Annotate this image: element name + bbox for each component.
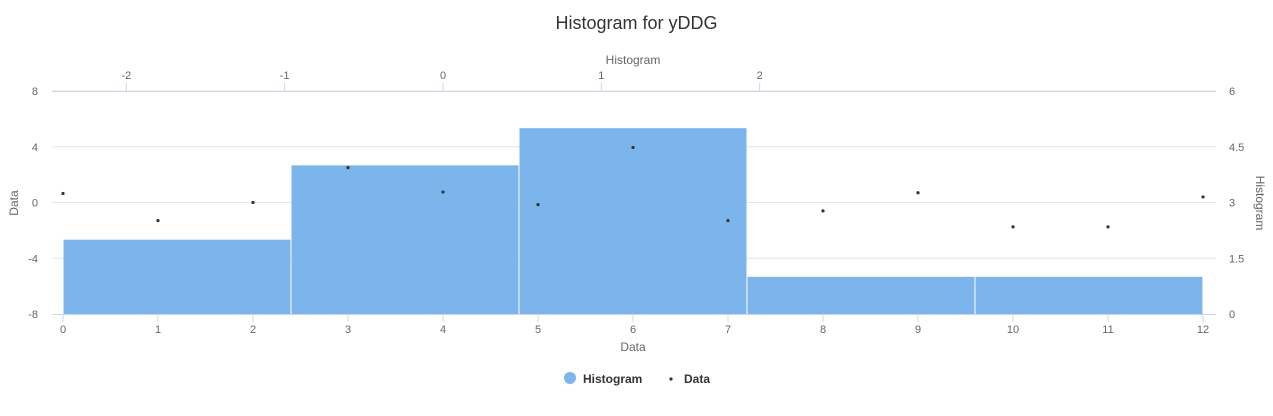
y-right-tick-label: 3 <box>1229 198 1235 210</box>
y-axis-right-title: Histogram <box>1253 176 1267 231</box>
x-top-tick-label: 2 <box>757 70 763 82</box>
y-right-tick-label: 4.5 <box>1229 142 1244 154</box>
histogram-bar[interactable] <box>63 239 291 314</box>
x-bottom-tick-label: 1 <box>155 324 161 336</box>
x-top-tick-label: 1 <box>598 70 604 82</box>
x-bottom-tick-label: 6 <box>630 324 636 336</box>
x-top-tick-label: 0 <box>440 70 446 82</box>
data-point[interactable] <box>441 190 445 194</box>
x-top-tick-label: -1 <box>280 70 290 82</box>
y-right-tick-label: 6 <box>1229 86 1235 98</box>
x-top-tick-label: -2 <box>121 70 131 82</box>
x-bottom-tick-label: 4 <box>440 324 446 336</box>
data-point[interactable] <box>346 166 350 170</box>
y-left-tick-label: -4 <box>28 253 38 265</box>
data-point[interactable] <box>1201 195 1205 199</box>
data-point[interactable] <box>1011 225 1015 229</box>
data-point[interactable] <box>61 191 65 196</box>
histogram-bar[interactable] <box>291 165 519 314</box>
x-axis-top-title: Histogram <box>606 53 661 67</box>
x-bottom-tick-label: 8 <box>820 324 826 336</box>
y-left-tick-label: 0 <box>32 198 38 210</box>
y-right-tick-label: 0 <box>1229 309 1235 321</box>
y-left-tick-label: 4 <box>32 142 38 154</box>
x-bottom-tick-label: 0 <box>60 324 66 336</box>
data-point[interactable] <box>156 219 160 223</box>
x-bottom-tick-label: 9 <box>915 324 921 336</box>
x-axis-bottom-title: Data <box>620 340 646 354</box>
histogram-bar[interactable] <box>747 276 975 314</box>
histogram-bar[interactable] <box>975 276 1203 314</box>
legend-item-data[interactable]: Data <box>669 372 710 386</box>
y-left-tick-label: -8 <box>28 309 38 321</box>
y-left-tick-label: 8 <box>32 86 38 98</box>
data-point[interactable] <box>726 219 730 223</box>
x-bottom-tick-label: 12 <box>1197 324 1209 336</box>
x-bottom-tick-label: 5 <box>535 324 541 336</box>
x-bottom-tick-label: 3 <box>345 324 351 336</box>
x-bottom-tick-label: 11 <box>1102 324 1113 336</box>
y-right-tick-label: 1.5 <box>1229 253 1244 265</box>
x-bottom-tick-label: 2 <box>250 324 256 336</box>
histogram-bars[interactable] <box>63 128 1203 314</box>
data-point[interactable] <box>916 191 920 195</box>
histogram-bar[interactable] <box>519 128 747 314</box>
legend: Histogram Data <box>564 372 710 386</box>
chart-title: Histogram for yDDG <box>555 13 717 33</box>
legend-data-swatch <box>669 377 673 381</box>
data-point[interactable] <box>821 209 825 213</box>
data-point[interactable] <box>631 145 635 150</box>
legend-item-histogram[interactable]: Histogram <box>564 372 642 386</box>
scatter-points[interactable] <box>61 145 1205 229</box>
legend-histogram-label: Histogram <box>583 372 642 386</box>
y-axis-left-title: Data <box>7 190 21 216</box>
data-point[interactable] <box>251 200 255 205</box>
x-bottom-tick-label: 7 <box>725 324 731 336</box>
data-point[interactable] <box>1106 225 1110 229</box>
x-bottom-tick-label: 10 <box>1007 324 1019 336</box>
legend-histogram-swatch <box>564 372 576 384</box>
legend-data-label: Data <box>684 372 710 386</box>
data-point[interactable] <box>536 202 540 207</box>
